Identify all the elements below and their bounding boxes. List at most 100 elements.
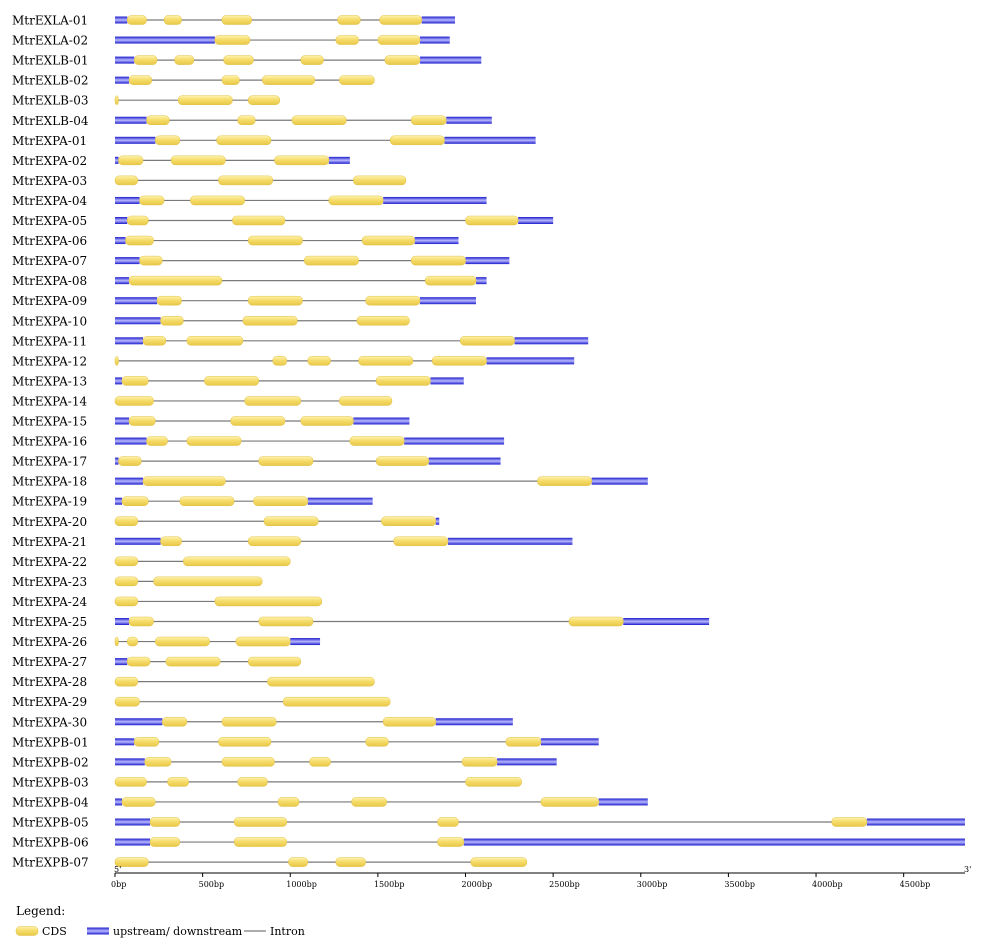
cds-exon: [258, 616, 314, 627]
cds-exon: [139, 255, 163, 266]
gene-label: MtrEXLB-02: [12, 74, 88, 88]
cds-exon: [121, 376, 149, 386]
utr-segment: [444, 136, 536, 144]
cds-exon: [177, 95, 233, 105]
cds-exon: [218, 737, 272, 747]
gene-label: MtrEXPA-07: [12, 254, 87, 268]
cds-exon: [470, 857, 528, 867]
utr-segment: [435, 517, 440, 525]
cds-exon: [460, 336, 515, 346]
axis-tick-label: 3500bp: [724, 880, 755, 889]
gene-row: MtrEXPA-14: [12, 394, 393, 408]
gene-label: MtrEXLA-02: [12, 34, 88, 48]
utr-segment: [518, 217, 554, 224]
cds-exon: [384, 55, 421, 65]
cds-exon: [361, 235, 415, 246]
cds-exon: [505, 737, 542, 747]
axis-tick-label: 1000bp: [286, 880, 317, 889]
gene-row: MtrEXLB-01: [12, 54, 482, 68]
utr-segment: [598, 798, 648, 806]
cds-exon: [142, 336, 167, 346]
cds-exon: [288, 857, 309, 867]
gene-label: MtrEXPB-06: [12, 836, 89, 850]
cds-exon: [204, 376, 259, 386]
cds-exon: [465, 777, 522, 787]
utr-segment: [353, 417, 410, 425]
cds-exon: [437, 817, 459, 827]
utr-segment: [428, 457, 501, 465]
cds-exon: [114, 857, 149, 867]
gene-row: MtrEXPB-07: [12, 856, 528, 870]
cds-exon: [339, 396, 393, 406]
gene-row: MtrEXPA-21: [12, 535, 573, 549]
gene-label: MtrEXPA-25: [12, 615, 87, 629]
cds-exon: [127, 15, 147, 25]
cds-exon: [349, 436, 405, 446]
cds-exon: [214, 596, 323, 607]
cds-exon: [160, 316, 184, 326]
cds-exon: [128, 75, 153, 85]
length-axis: 0bp 500bp 1000bp 1500bp 2000bp 2500bp 3000bp 35…: [111, 865, 971, 889]
utr-segment: [115, 16, 128, 24]
gene-label: MtrEXPA-12: [12, 354, 87, 368]
utr-segment: [115, 257, 140, 265]
gene-row: MtrEXPA-19: [12, 495, 373, 509]
cds-exon: [379, 15, 422, 25]
legend-item-label: Intron: [270, 925, 305, 938]
cds-exon: [335, 35, 359, 45]
cds-exon: [221, 717, 277, 727]
legend-utr-swatch: [87, 927, 109, 935]
utr-segment: [435, 718, 513, 726]
gene-row: MtrEXPB-04: [12, 795, 648, 809]
utr-segment: [115, 237, 126, 245]
cds-exon: [230, 416, 286, 426]
gene-label: MtrEXPA-02: [12, 154, 87, 168]
gene-row: MtrEXPA-15: [12, 415, 410, 429]
cds-exon: [242, 316, 298, 326]
cds-exon: [232, 215, 286, 226]
cds-exon: [309, 757, 331, 767]
gene-row: MtrEXPA-12: [12, 354, 575, 368]
cds-exon: [183, 556, 291, 567]
gene-label: MtrEXPA-04: [12, 194, 87, 208]
cds-exon: [307, 356, 331, 366]
axis-tick-label: 2000bp: [462, 880, 493, 889]
utr-segment: [414, 237, 459, 245]
legend-cds-swatch: [15, 926, 39, 936]
cds-exon: [139, 195, 165, 206]
gene-label: MtrEXPA-01: [12, 134, 87, 148]
cds-exon: [127, 215, 149, 226]
cds-exon: [461, 757, 498, 767]
cds-exon: [155, 135, 181, 146]
gene-label: MtrEXPB-03: [12, 775, 89, 789]
gene-label: MtrEXPA-08: [12, 274, 87, 288]
gene-label: MtrEXPA-29: [12, 695, 87, 709]
utr-segment: [404, 437, 505, 445]
cds-exon: [300, 416, 354, 426]
legend-title: Legend:: [16, 904, 65, 918]
cds-exon: [274, 155, 330, 166]
utr-segment: [115, 718, 163, 726]
gene-label: MtrEXPA-24: [12, 595, 87, 609]
utr-segment: [115, 217, 128, 224]
cds-exon: [127, 656, 151, 667]
cds-exon: [247, 536, 302, 547]
cds-exon: [163, 15, 182, 25]
cds-exon: [114, 516, 139, 526]
cds-exon: [186, 436, 242, 446]
cds-exon: [393, 536, 449, 547]
utr-segment: [115, 758, 145, 766]
cds-exon: [114, 576, 139, 587]
gene-row: MtrEXPA-26: [12, 635, 321, 649]
utr-segment: [115, 497, 123, 505]
gene-row: MtrEXPA-30: [12, 715, 513, 729]
cds-exon: [335, 857, 366, 867]
cds-exon: [337, 15, 361, 25]
cds-exon: [121, 797, 156, 807]
gene-row: MtrEXPA-22: [12, 555, 291, 569]
gene-row: MtrEXPA-13: [12, 374, 464, 388]
cds-exon: [365, 295, 421, 306]
gene-label: MtrEXPB-02: [12, 755, 89, 769]
gene-label: MtrEXPA-30: [12, 715, 87, 729]
gene-label: MtrEXPA-09: [12, 294, 87, 308]
